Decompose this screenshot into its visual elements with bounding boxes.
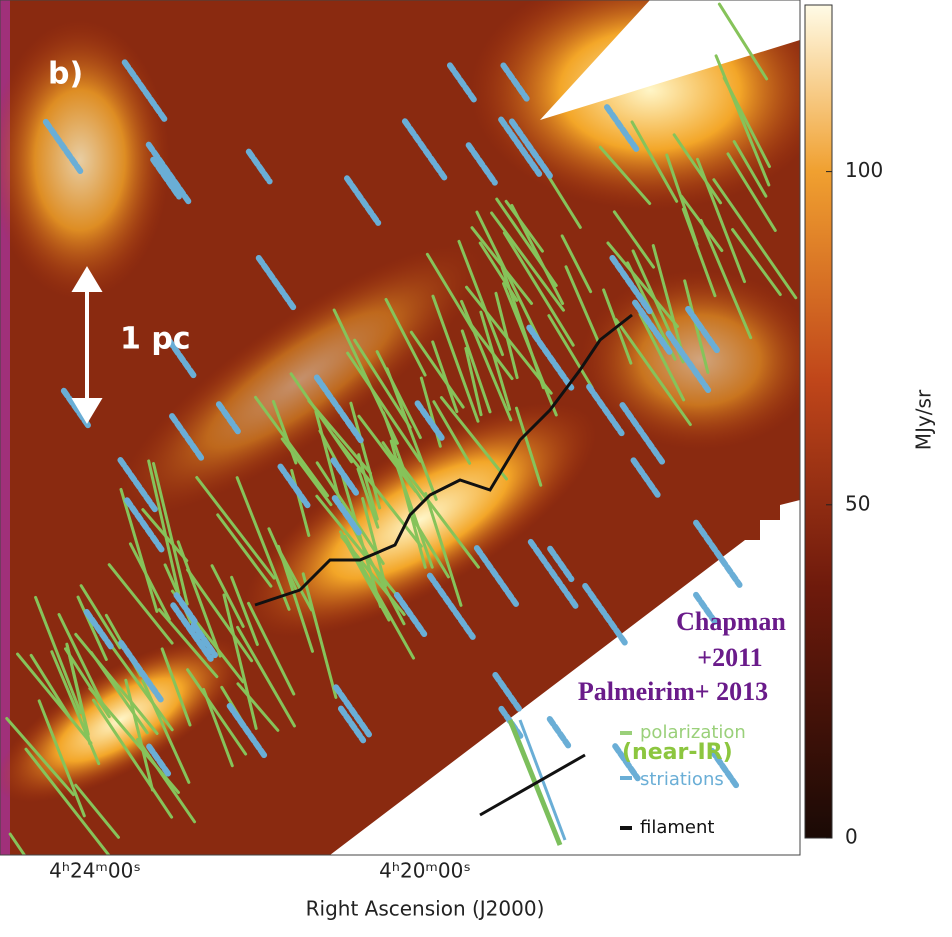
annotation: +2011 (697, 643, 762, 672)
colorbar-label: MJy/sr (912, 389, 936, 450)
legend-label: filament (640, 817, 714, 838)
annotation: Chapman (676, 607, 786, 636)
colorbar-tick-label: 50 (845, 491, 870, 515)
scale-label: 1 pc (120, 322, 191, 357)
figure: b) 1 pc polarization (near-IR) striation… (0, 0, 952, 937)
map (0, 0, 830, 930)
colorbar (805, 5, 832, 838)
x-tick-label: 4ʰ20ᵐ00ˢ (379, 859, 471, 883)
panel-label: b) (48, 57, 83, 92)
legend-label: striations (640, 769, 724, 790)
annotation: Palmeirim+ 2013 (578, 677, 768, 706)
legend-label: (near-IR) (622, 740, 733, 765)
x-tick-label: 4ʰ24ᵐ00ˢ (49, 859, 141, 883)
x-axis-label: Right Ascension (J2000) (306, 897, 545, 921)
colorbar-tick-label: 100 (845, 158, 883, 182)
colorbar-tick-label: 0 (845, 825, 858, 849)
